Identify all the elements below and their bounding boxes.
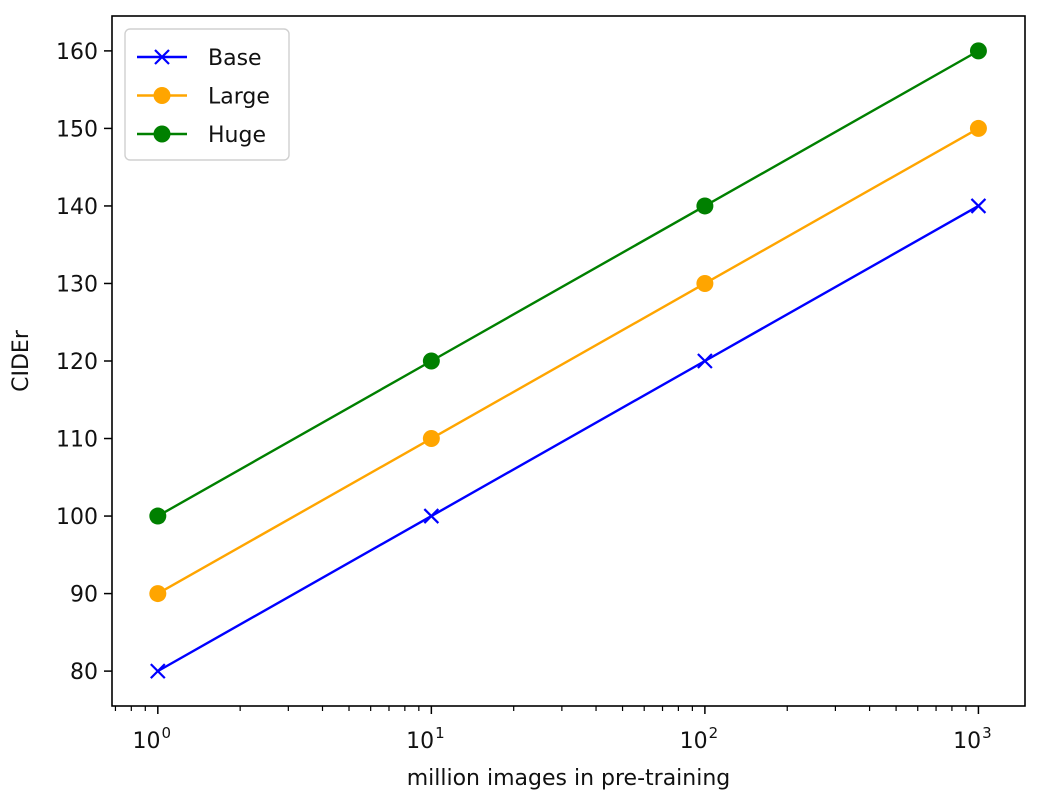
data-point-base bbox=[697, 353, 713, 369]
x-tick-exponent: 3 bbox=[982, 724, 992, 742]
legend-label-large: Large bbox=[208, 85, 270, 110]
marker-stroke bbox=[423, 508, 440, 524]
x-tick-exponent: 0 bbox=[162, 724, 172, 742]
x-axis-label: million images in pre-training bbox=[407, 766, 731, 791]
legend-marker-base bbox=[154, 49, 170, 65]
legend-label-huge: Huge bbox=[208, 123, 266, 148]
series-layer bbox=[149, 42, 987, 679]
data-point-huge bbox=[696, 197, 714, 215]
y-tick-label: 150 bbox=[56, 117, 98, 142]
data-point-huge bbox=[149, 507, 167, 525]
y-tick-label: 90 bbox=[70, 583, 98, 608]
data-point-large bbox=[696, 274, 714, 292]
data-point-large bbox=[149, 585, 167, 603]
x-tick-label: 100 bbox=[133, 724, 172, 754]
x-tick-exponent: 2 bbox=[709, 724, 719, 742]
x-tick-label: 102 bbox=[680, 724, 719, 754]
x-tick-label: 103 bbox=[953, 724, 992, 754]
series-line-large bbox=[157, 127, 980, 595]
y-tick-label: 80 bbox=[70, 660, 98, 685]
y-tick-label: 120 bbox=[56, 350, 98, 375]
y-tick-label: 100 bbox=[56, 505, 98, 530]
marker-stroke bbox=[154, 49, 170, 65]
legend: Base Large Huge bbox=[124, 28, 290, 161]
legend-marker-huge bbox=[153, 125, 171, 143]
y-tick-label: 130 bbox=[56, 272, 98, 297]
data-point-huge bbox=[969, 42, 987, 60]
x-tick-exponent: 1 bbox=[435, 724, 445, 742]
marker-stroke bbox=[970, 198, 987, 214]
marker-stroke bbox=[150, 663, 166, 679]
data-point-base bbox=[423, 508, 440, 524]
series-line-huge bbox=[157, 49, 980, 518]
y-tick-label: 160 bbox=[56, 40, 98, 65]
data-point-large bbox=[422, 430, 440, 448]
data-point-large bbox=[969, 119, 987, 137]
legend-marker-large bbox=[153, 87, 171, 104]
legend-label-base: Base bbox=[208, 46, 262, 71]
marker-stroke bbox=[697, 353, 713, 369]
data-point-huge bbox=[422, 352, 440, 370]
y-axis-label: CIDEr bbox=[9, 329, 34, 392]
data-point-base bbox=[970, 198, 987, 214]
series-line-base bbox=[157, 204, 980, 673]
y-tick-label: 110 bbox=[56, 428, 98, 453]
data-point-base bbox=[150, 663, 166, 679]
x-tick-label: 101 bbox=[406, 724, 445, 754]
y-tick-label: 140 bbox=[56, 195, 98, 220]
